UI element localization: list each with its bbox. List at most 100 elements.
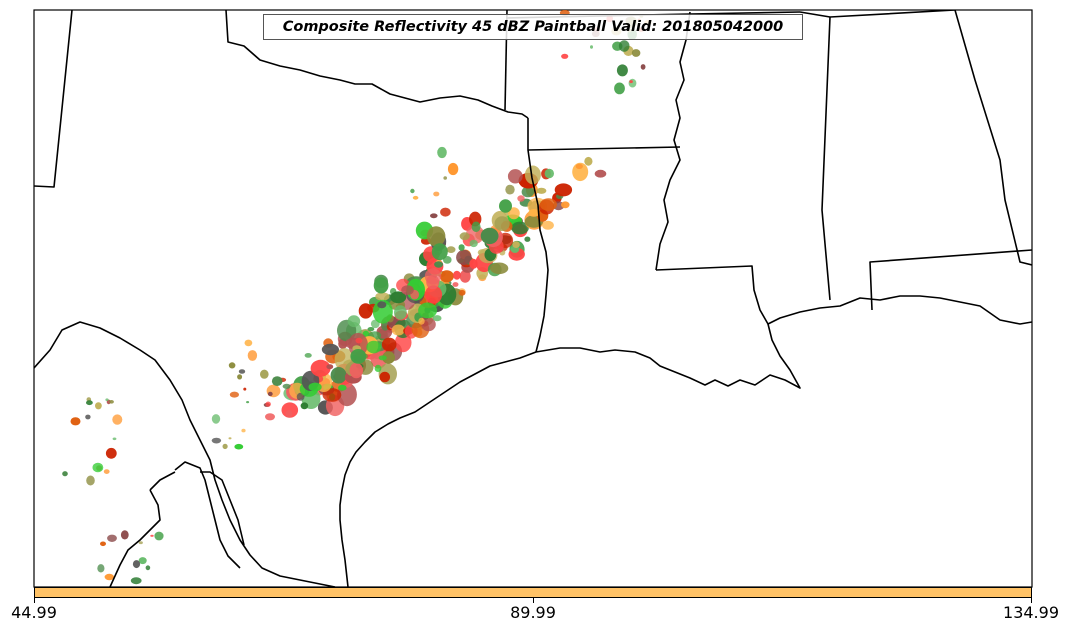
storm-cell (105, 447, 117, 459)
storm-cell (505, 184, 515, 195)
storm-cell (211, 414, 221, 424)
storm-cell (267, 391, 273, 397)
storm-cell (373, 277, 389, 294)
storm-cell (107, 534, 117, 542)
ar-la-border (527, 146, 681, 151)
storm-cell (524, 165, 541, 185)
storm-cell (458, 289, 466, 296)
storm-cell (401, 285, 414, 295)
storm-cell (92, 462, 104, 473)
storm-cell (418, 302, 438, 319)
storm-cell (629, 80, 633, 84)
storm-cell (150, 534, 154, 537)
storm-cell (575, 163, 583, 169)
al-ga-border (954, 10, 1032, 266)
storm-cell (453, 270, 461, 280)
storm-cell (544, 168, 554, 179)
storm-cell (614, 82, 625, 95)
al-fl-border (869, 249, 1032, 311)
colorbar-tick-2 (1031, 598, 1032, 603)
storm-cell (561, 53, 569, 59)
storm-cell (132, 560, 141, 569)
storm-cell (85, 414, 91, 420)
la-ms-border (655, 265, 769, 325)
storm-cell (511, 221, 529, 235)
storm-cell (459, 232, 470, 241)
storm-cell (378, 355, 387, 361)
storm-cell (452, 282, 459, 287)
storm-cell (433, 191, 440, 197)
colorbar-tick-0 (34, 598, 35, 603)
storm-cell (440, 207, 451, 217)
storm-cell (394, 305, 407, 320)
storm-cell (246, 401, 250, 404)
mexico-state-border (174, 461, 241, 569)
storm-cell (459, 269, 471, 283)
storm-cell (426, 226, 446, 247)
storm-cell (100, 541, 106, 547)
storm-cell (437, 146, 447, 159)
tx-la-border (527, 118, 549, 353)
storm-cell (138, 541, 143, 545)
storm-cell (310, 359, 331, 377)
storm-cell (381, 337, 397, 352)
rio-grande (34, 321, 336, 587)
storm-cell (95, 402, 102, 410)
storm-cell (348, 332, 368, 357)
storm-cell (432, 315, 442, 322)
mexico-state-border-2 (149, 471, 176, 491)
storm-cell (524, 236, 531, 242)
colorbar-tick-label-1: 89.99 (510, 603, 556, 622)
storm-cell (490, 262, 509, 275)
red-river-border (225, 10, 529, 119)
storm-cell (521, 186, 535, 198)
storm-cell (377, 301, 387, 309)
storm-cell (456, 249, 472, 265)
storm-cell (508, 207, 520, 220)
storm-cell (540, 198, 557, 211)
tn-border (799, 10, 956, 18)
storm-cell (130, 577, 142, 585)
storm-cell (308, 382, 322, 392)
nm-border (34, 10, 73, 188)
storm-cell (326, 364, 334, 370)
storm-cell (439, 270, 454, 283)
storm-cell (412, 195, 419, 200)
storm-cell (628, 78, 637, 88)
storm-cell (590, 45, 593, 49)
storm-cell (494, 216, 510, 232)
storm-cell (265, 401, 271, 407)
storm-cell (379, 371, 391, 383)
storm-cell (222, 443, 228, 450)
storm-cell (561, 201, 570, 209)
storm-cell (154, 531, 164, 541)
storm-cell (631, 49, 641, 57)
storm-cell (296, 392, 305, 401)
storm-cell (469, 258, 478, 269)
storm-cell (443, 176, 448, 180)
gulf-coast-tx (339, 351, 537, 587)
colorbar-tick-1 (533, 598, 534, 603)
storm-cell (103, 469, 110, 474)
storm-cell (418, 317, 425, 325)
storm-cell (434, 261, 444, 268)
storm-cell (446, 246, 456, 254)
storm-cells (62, 10, 652, 585)
storm-cell (62, 471, 68, 477)
storm-cell (375, 292, 390, 301)
mexico-state-border-4 (200, 471, 245, 546)
storm-cell (554, 183, 573, 197)
storm-cell (391, 324, 405, 336)
storm-cell (367, 327, 375, 332)
storm-cell (112, 437, 117, 441)
storm-cell (321, 343, 339, 356)
storm-cell (105, 398, 109, 402)
storm-cell (138, 557, 147, 565)
storm-cell (471, 221, 481, 233)
storm-cell (499, 199, 512, 213)
storm-cell (394, 332, 412, 353)
storm-cell (517, 195, 525, 202)
storm-cell (458, 244, 465, 251)
storm-cell (112, 414, 123, 425)
